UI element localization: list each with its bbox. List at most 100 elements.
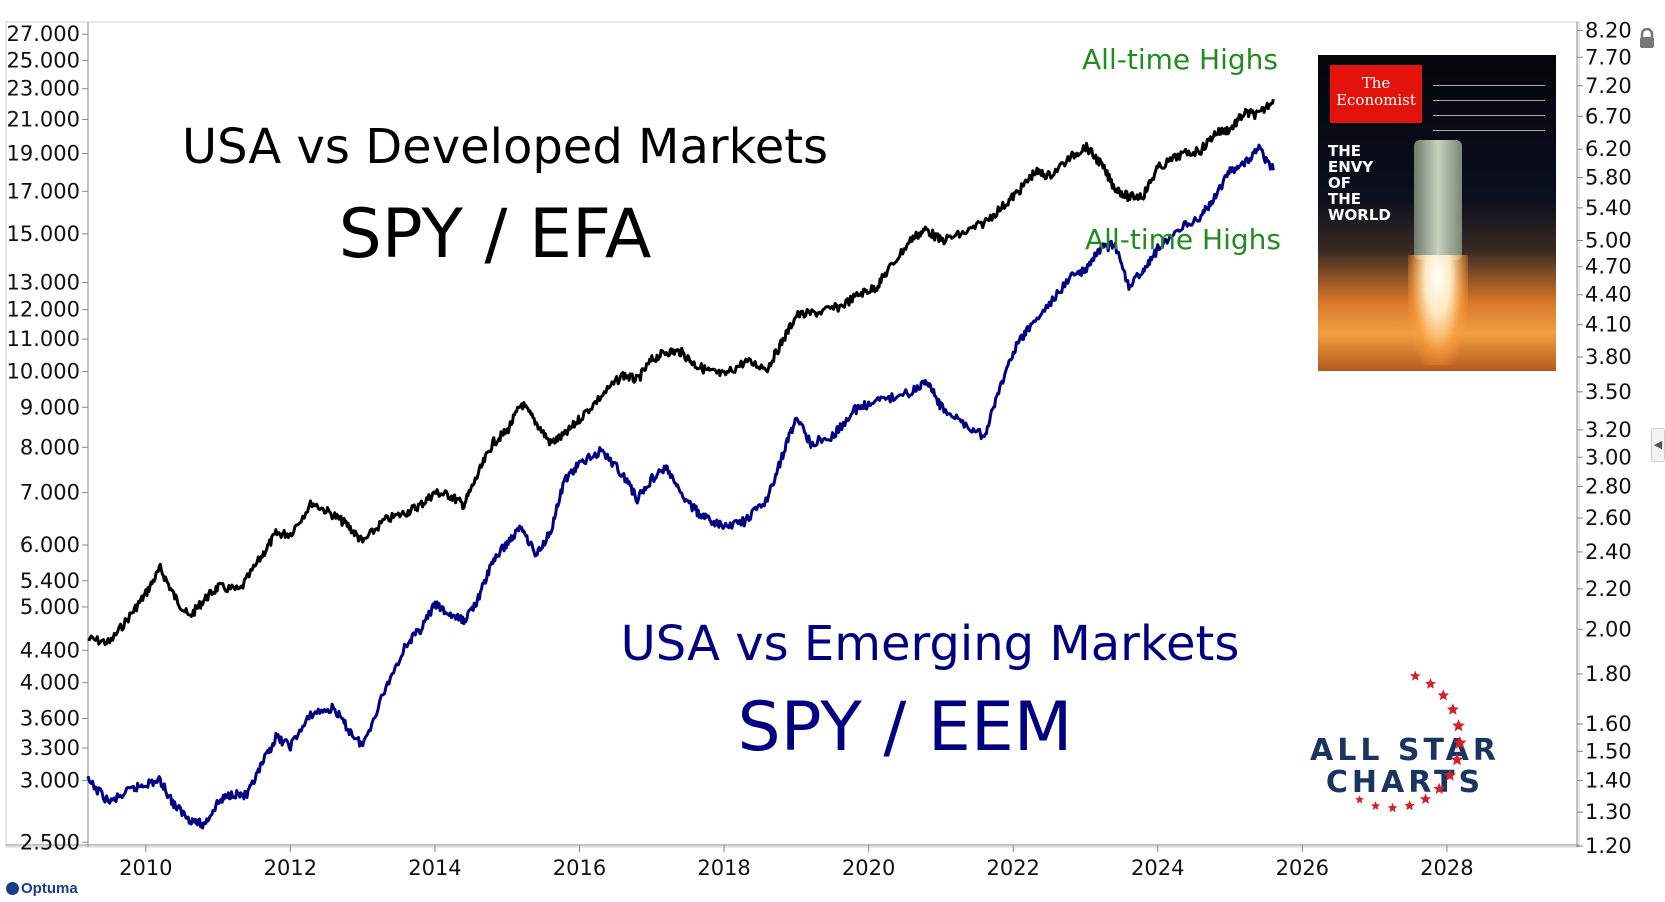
cover-headline-line: THE <box>1328 190 1362 208</box>
logo-star-icon <box>1446 703 1459 715</box>
left-tick-label: 3.300 <box>20 736 80 760</box>
left-tick-label: 19.000 <box>7 142 80 166</box>
logo-star-icon <box>1420 793 1431 804</box>
x-tick-label: 2026 <box>1276 856 1329 880</box>
right-tick-label: 2.80 <box>1585 475 1632 499</box>
cover-headline-line: OF <box>1328 174 1351 192</box>
left-tick-label: 23.000 <box>7 77 80 101</box>
right-tick-label: 3.20 <box>1585 418 1632 442</box>
left-tick-label: 8.000 <box>20 435 80 459</box>
logo-star-icon <box>1404 800 1415 811</box>
dollar-roll-image <box>1414 140 1462 260</box>
left-tick-label: 5.400 <box>20 569 80 593</box>
right-tick-label: 3.00 <box>1585 445 1632 469</box>
left-tick-label: 17.000 <box>7 179 80 203</box>
right-tick-label: 6.20 <box>1585 137 1632 161</box>
cover-headline: THE ENVY OF THE WORLD <box>1328 143 1391 223</box>
logo-star-icon <box>1387 802 1398 813</box>
right-tick-label: 2.20 <box>1585 577 1632 601</box>
efa-ticker: SPY / EFA <box>339 195 652 274</box>
x-tick-label: 2028 <box>1420 856 1473 880</box>
left-tick-label: 5.000 <box>20 595 80 619</box>
right-tick-label: 4.70 <box>1585 255 1632 279</box>
plot-frame <box>5 21 1580 848</box>
right-tick-label: 8.20 <box>1585 19 1632 43</box>
cover-rule-2 <box>1433 100 1545 101</box>
left-tick-label: 3.000 <box>20 768 80 792</box>
x-tick-label: 2024 <box>1131 856 1184 880</box>
left-tick-label: 27.000 <box>7 22 80 46</box>
left-tick-label: 3.600 <box>20 706 80 730</box>
right-tick-label: 2.40 <box>1585 540 1632 564</box>
x-tick-label: 2018 <box>697 856 750 880</box>
left-tick-label: 13.000 <box>7 270 80 294</box>
series-line-efa <box>87 98 1275 646</box>
right-tick-label: 1.50 <box>1585 739 1632 763</box>
right-tick-label: 6.70 <box>1585 104 1632 128</box>
left-tick-label: 12.000 <box>7 298 80 322</box>
economist-masthead: The Economist <box>1330 65 1422 123</box>
series-line-eem <box>86 143 1275 830</box>
cover-headline-line: ENVY <box>1328 158 1374 176</box>
allstar-charts-logo: ALL STAR CHARTS <box>1310 670 1500 813</box>
right-tick-label: 1.80 <box>1585 662 1632 686</box>
x-axis-ticks: 2010 2012 2014 2016 2018 2020 2022 2024 2026 2028 <box>119 845 1474 880</box>
right-tick-label: 1.40 <box>1585 769 1632 793</box>
series-group <box>86 98 1275 830</box>
right-tick-label: 4.10 <box>1585 313 1632 337</box>
right-tick-label: 7.20 <box>1585 74 1632 98</box>
x-tick-label: 2016 <box>553 856 606 880</box>
right-tick-label: 1.30 <box>1585 800 1632 824</box>
left-tick-label: 2.500 <box>20 830 80 854</box>
ath-bottom-label: All-time Highs <box>1085 223 1281 256</box>
logo-star-icon <box>1370 801 1381 810</box>
right-tick-label: 3.80 <box>1585 345 1632 369</box>
logo-star-icon <box>1425 678 1436 689</box>
cover-headline-line: WORLD <box>1328 206 1391 224</box>
right-tick-label: 5.40 <box>1585 196 1632 220</box>
logo-stars <box>1355 670 1467 813</box>
eem-title: USA vs Emerging Markets <box>621 616 1240 672</box>
logo-line1: ALL STAR <box>1310 733 1500 768</box>
x-tick-label: 2022 <box>986 856 1039 880</box>
logo-star-icon <box>1433 782 1445 794</box>
axes-group <box>6 22 1579 847</box>
right-tick-label: 5.00 <box>1585 228 1632 252</box>
left-tick-label: 7.000 <box>20 481 80 505</box>
logo-star-icon <box>1450 753 1464 766</box>
right-tick-label: 1.20 <box>1585 834 1632 858</box>
left-tick-label: 4.000 <box>20 671 80 695</box>
panel-collapse-chevron-icon[interactable]: ◀ <box>1651 428 1665 462</box>
left-tick-label: 15.000 <box>7 222 80 246</box>
eem-ticker: SPY / EEM <box>738 688 1073 767</box>
lock-icon[interactable] <box>1638 28 1656 48</box>
right-tick-label: 3.50 <box>1585 380 1632 404</box>
cover-rule-4 <box>1433 130 1545 131</box>
logo-star-icon <box>1453 736 1467 749</box>
x-tick-label: 2020 <box>842 856 895 880</box>
economist-cover-inset: The Economist THE ENVY OF THE WORLD <box>1318 55 1556 371</box>
right-axis-ticks: 1.20 1.30 1.40 1.50 1.60 1.80 2.00 2.20 2.40 2.60… <box>1577 19 1632 858</box>
left-tick-label: 11.000 <box>7 327 80 351</box>
left-tick-label: 25.000 <box>7 48 80 72</box>
cover-headline-line: THE <box>1328 142 1362 160</box>
left-tick-label: 21.000 <box>7 108 80 132</box>
ath-top-label: All-time Highs <box>1082 43 1278 76</box>
logo-star-icon <box>1410 670 1421 681</box>
right-tick-label: 2.00 <box>1585 617 1632 641</box>
cover-rule-3 <box>1433 115 1545 116</box>
optuma-watermark: Optuma <box>6 880 78 897</box>
logo-star-icon <box>1437 689 1450 701</box>
left-tick-label: 9.000 <box>20 395 80 419</box>
x-tick-label: 2014 <box>408 856 461 880</box>
right-tick-label: 5.80 <box>1585 166 1632 190</box>
left-tick-label: 4.400 <box>20 638 80 662</box>
x-tick-label: 2012 <box>264 856 317 880</box>
logo-star-icon <box>1355 795 1364 804</box>
right-tick-label: 4.40 <box>1585 283 1632 307</box>
right-tick-label: 2.60 <box>1585 506 1632 530</box>
rocket-flame-image <box>1408 255 1468 365</box>
optuma-text: Optuma <box>21 880 78 897</box>
left-axis-ticks: 2.500 3.000 3.300 3.600 4.000 4.400 5.0005.400… <box>7 22 88 854</box>
cover-rule-1 <box>1433 85 1545 86</box>
